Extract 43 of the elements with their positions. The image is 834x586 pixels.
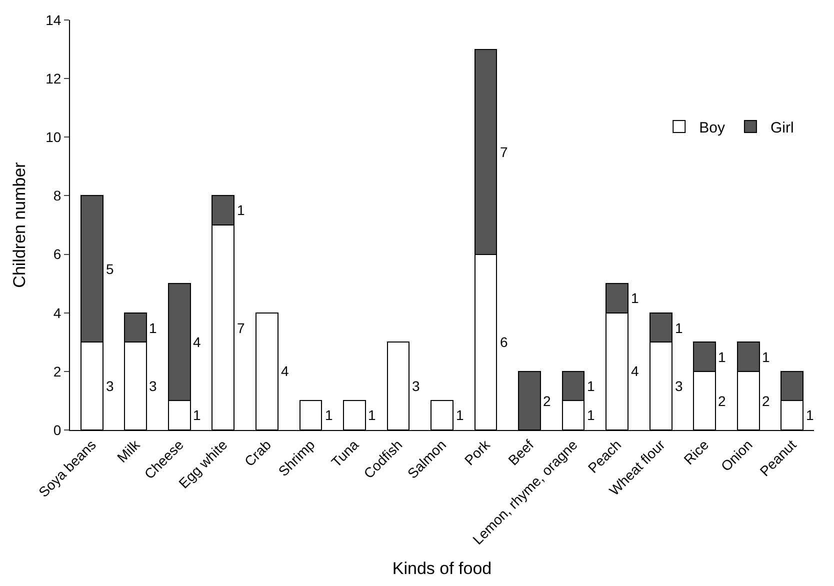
data-label: 3: [675, 378, 683, 394]
data-label: 1: [368, 407, 376, 423]
data-label: 7: [500, 144, 508, 160]
y-tick-label: 14: [46, 12, 62, 28]
x-tick-label: Crab: [241, 436, 274, 470]
data-label: 1: [456, 407, 464, 423]
y-tick-label: 0: [53, 422, 62, 438]
y-tick-label: 10: [46, 129, 62, 146]
data-label: 6: [500, 334, 508, 350]
data-label: 1: [149, 320, 157, 336]
data-label: 1: [237, 202, 245, 218]
data-label: 4: [193, 334, 201, 350]
data-label: 1: [325, 407, 333, 423]
data-label: 1: [193, 407, 201, 423]
y-tick-label: 12: [46, 70, 62, 86]
data-label: 4: [281, 363, 289, 379]
y-tick-label: 8: [53, 188, 62, 204]
x-tick-label: Rice: [680, 436, 712, 468]
data-label: 3: [106, 378, 114, 394]
data-label: 2: [543, 393, 551, 409]
data-label: 2: [718, 393, 726, 409]
data-label: 3: [149, 378, 157, 394]
legend-label: Boy: [699, 119, 726, 136]
data-label: 1: [587, 407, 595, 423]
data-label: 3: [412, 378, 420, 394]
data-label: 1: [718, 349, 726, 365]
data-label: 4: [631, 363, 639, 379]
y-tick-label: 2: [53, 363, 62, 380]
data-label: 1: [587, 378, 595, 394]
data-label: 5: [106, 261, 114, 277]
y-tick-label: 6: [53, 246, 62, 262]
x-tick-label: Tuna: [328, 436, 362, 470]
data-label: 2: [762, 393, 770, 409]
x-axis-title: Kinds of food: [392, 558, 492, 578]
y-axis-title: Children number: [10, 162, 30, 288]
y-tick-label: 4: [53, 304, 62, 321]
data-label: 1: [675, 320, 683, 336]
data-label: 1: [631, 290, 639, 306]
x-tick-label: Milk: [114, 436, 144, 466]
data-label: 7: [237, 320, 245, 336]
data-label: 1: [806, 407, 814, 423]
legend-label: Girl: [770, 119, 794, 136]
data-label: 1: [762, 349, 770, 365]
